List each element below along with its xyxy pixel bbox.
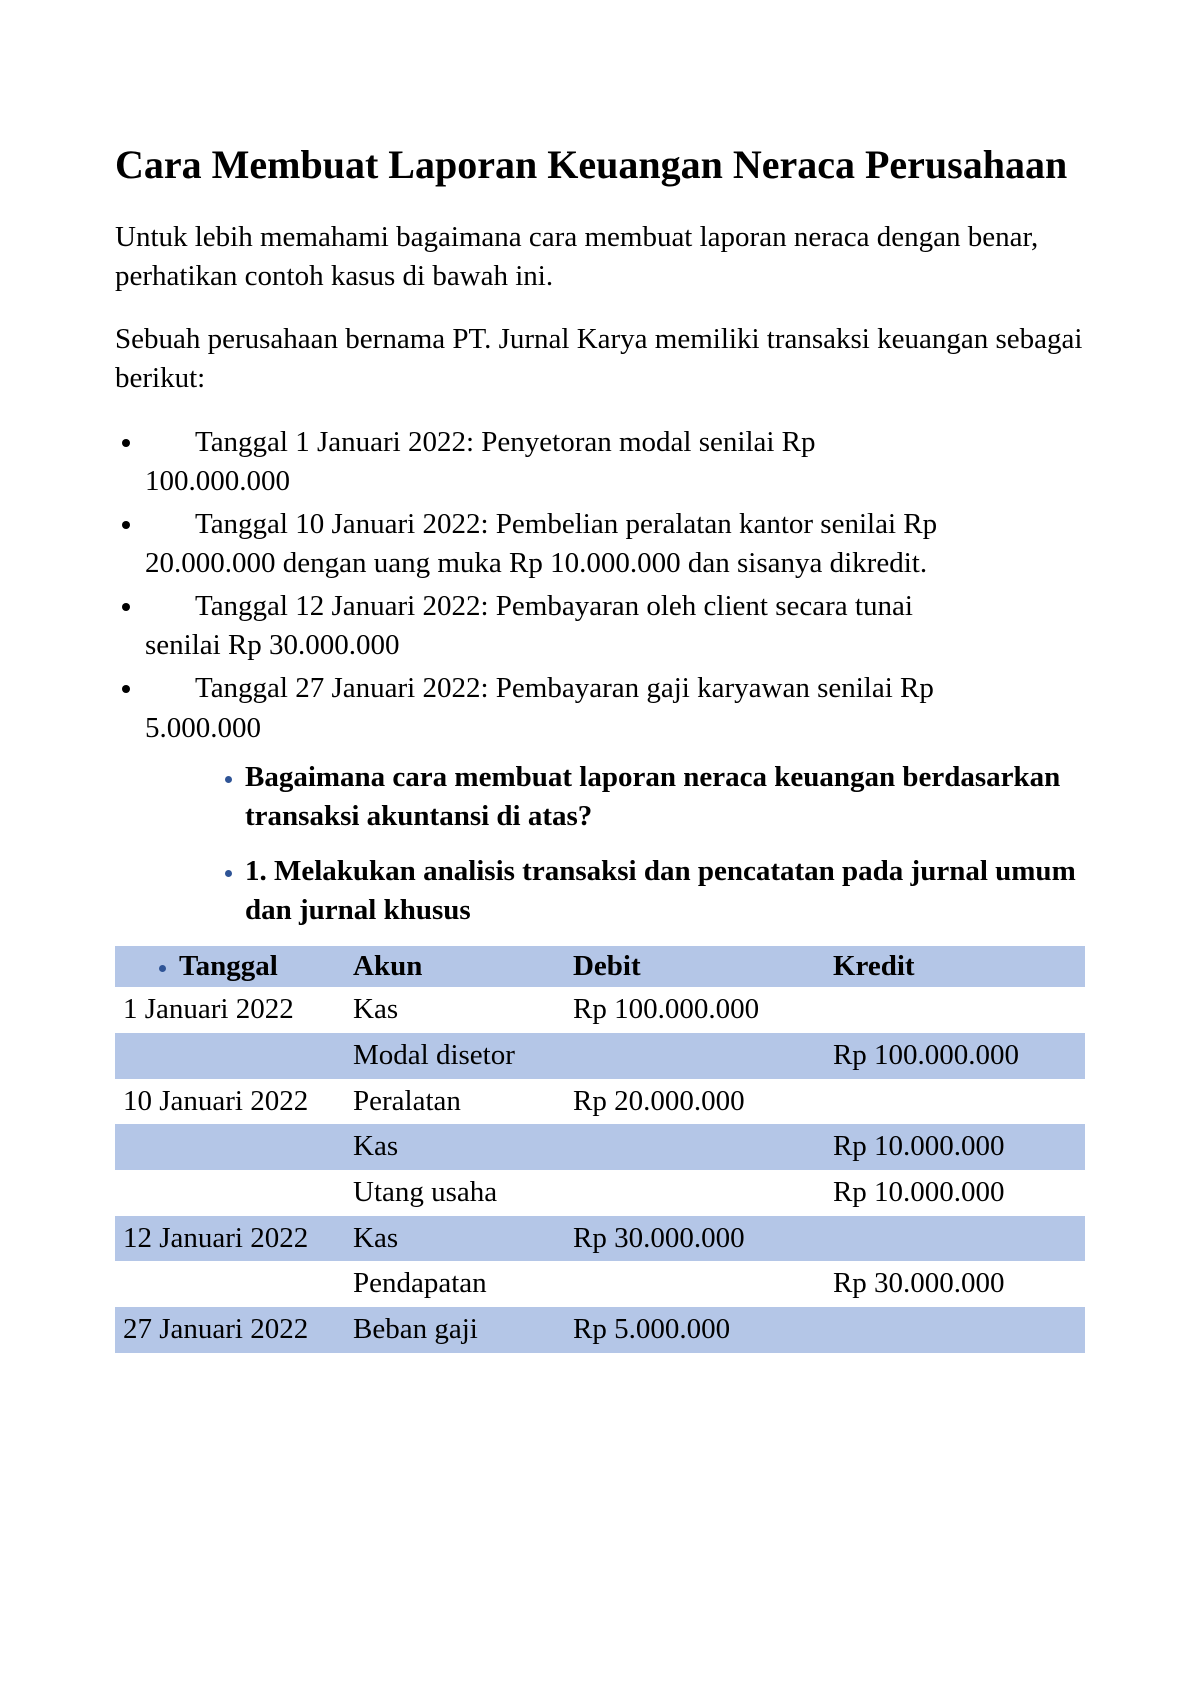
cell-date: 10 Januari 2022 [115,1079,345,1125]
cell-debit: Rp 100.000.000 [565,987,825,1033]
list-item: Tanggal 1 Januari 2022: Penyetoran modal… [145,423,1085,501]
cell-kredit [825,1216,1085,1262]
list-item: Tanggal 10 Januari 2022: Pembelian peral… [145,505,1085,583]
cell-debit [565,1033,825,1079]
cell-debit [565,1170,825,1216]
cell-debit [565,1124,825,1170]
cell-debit: Rp 5.000.000 [565,1307,825,1353]
cell-date [115,1033,345,1079]
list-item: Tanggal 12 Januari 2022: Pembayaran oleh… [145,587,1085,665]
list-item-lead: Tanggal 27 Januari 2022: Pembayaran gaji… [195,672,934,704]
cell-date: 1 Januari 2022 [115,987,345,1033]
list-item-lead: Tanggal 1 Januari 2022: Penyetoran modal… [195,426,816,458]
list-item-lead: Tanggal 12 Januari 2022: Pembayaran oleh… [195,590,913,622]
cell-debit: Rp 30.000.000 [565,1216,825,1262]
transaction-list: Tanggal 1 Januari 2022: Penyetoran modal… [115,423,1085,748]
table-header-tanggal: Tanggal [115,946,345,987]
intro-paragraph-1: Untuk lebih memahami bagaimana cara memb… [115,218,1085,296]
document-page: Cara Membuat Laporan Keuangan Neraca Per… [0,0,1200,1698]
cell-akun: Pendapatan [345,1261,565,1307]
header-label: Tanggal [179,950,337,983]
table-row: Kas Rp 10.000.000 [115,1124,1085,1170]
list-item-wrap: senilai Rp 30.000.000 [145,626,1085,665]
list-item-wrap: 100.000.000 [145,462,1085,501]
table-row: 10 Januari 2022 Peralatan Rp 20.000.000 [115,1079,1085,1125]
cell-kredit [825,1079,1085,1125]
question-item: Bagaimana cara membuat laporan neraca ke… [245,758,1085,836]
cell-akun: Modal disetor [345,1033,565,1079]
table-row: Pendapatan Rp 30.000.000 [115,1261,1085,1307]
cell-debit [565,1261,825,1307]
cell-akun: Beban gaji [345,1307,565,1353]
cell-date: 27 Januari 2022 [115,1307,345,1353]
page-title: Cara Membuat Laporan Keuangan Neraca Per… [115,140,1085,190]
cell-akun: Utang usaha [345,1170,565,1216]
list-item-lead: Tanggal 10 Januari 2022: Pembelian peral… [195,508,937,540]
table-row: Modal disetor Rp 100.000.000 [115,1033,1085,1079]
table-row: 1 Januari 2022 Kas Rp 100.000.000 [115,987,1085,1033]
cell-kredit: Rp 10.000.000 [825,1170,1085,1216]
table-header-debit: Debit [565,946,825,987]
cell-date: 12 Januari 2022 [115,1216,345,1262]
table-header-row: Tanggal Akun Debit Kredit [115,946,1085,987]
question-list: Bagaimana cara membuat laporan neraca ke… [115,758,1085,931]
cell-akun: Kas [345,1216,565,1262]
cell-kredit: Rp 10.000.000 [825,1124,1085,1170]
table-row: 12 Januari 2022 Kas Rp 30.000.000 [115,1216,1085,1262]
list-item-wrap: 5.000.000 [145,709,1085,748]
intro-paragraph-2: Sebuah perusahaan bernama PT. Jurnal Kar… [115,320,1085,398]
cell-kredit [825,987,1085,1033]
table-body: 1 Januari 2022 Kas Rp 100.000.000 Modal … [115,987,1085,1353]
cell-kredit: Rp 30.000.000 [825,1261,1085,1307]
journal-table: Tanggal Akun Debit Kredit 1 Januari 2022… [115,946,1085,1353]
table-row: 27 Januari 2022 Beban gaji Rp 5.000.000 [115,1307,1085,1353]
table-header-kredit: Kredit [825,946,1085,987]
cell-date [115,1170,345,1216]
cell-date [115,1124,345,1170]
cell-kredit [825,1307,1085,1353]
cell-kredit: Rp 100.000.000 [825,1033,1085,1079]
cell-akun: Peralatan [345,1079,565,1125]
table-header-akun: Akun [345,946,565,987]
step-heading: 1. Melakukan analisis transaksi dan penc… [245,852,1085,930]
table-row: Utang usaha Rp 10.000.000 [115,1170,1085,1216]
cell-akun: Kas [345,1124,565,1170]
cell-akun: Kas [345,987,565,1033]
cell-date [115,1261,345,1307]
list-item-wrap: 20.000.000 dengan uang muka Rp 10.000.00… [145,544,1085,583]
list-item: Tanggal 27 Januari 2022: Pembayaran gaji… [145,669,1085,747]
cell-debit: Rp 20.000.000 [565,1079,825,1125]
